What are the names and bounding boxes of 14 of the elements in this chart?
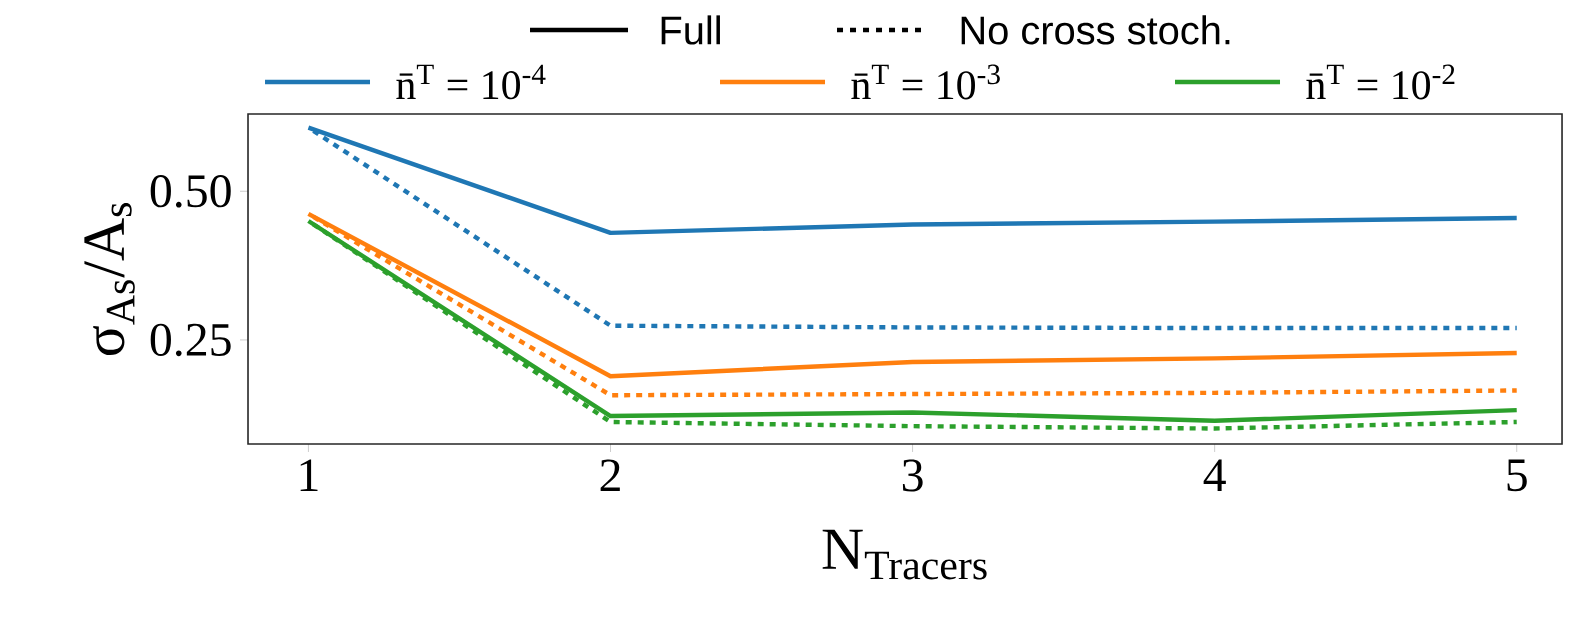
y-tick-label: 0.25 [150,323,231,357]
y-axis-title: σ$_{As}$/A$_{s}$ [84,203,135,356]
legend-label: n̄$^{T}$ = 10$^{-3}$ [851,64,1000,100]
legend-label: n̄$^{T}$ = 10$^{-4}$ [396,64,546,100]
legend-label: n̄$^{T}$ = 10$^{-2}$ [1306,64,1455,100]
text: No cross stoch. [961,15,1230,45]
x-tick-label: 2 [600,459,620,492]
text: Full [661,15,720,45]
x-tick-label: 5 [1507,459,1527,492]
x-tick-label: 3 [902,459,923,492]
y-tick-label: 0.50 [150,175,231,208]
x-tick-label: 1 [300,459,318,491]
x-tick-label: 4 [1203,459,1226,491]
x-axis-title: N$_{Tracers}$ [822,529,987,580]
